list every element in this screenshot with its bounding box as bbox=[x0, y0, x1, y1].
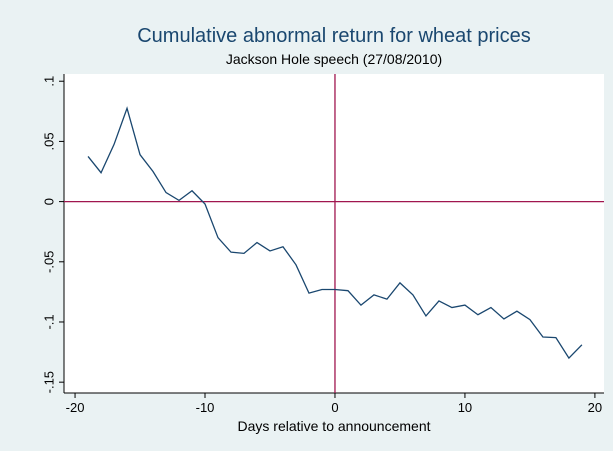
x-tick-label: 0 bbox=[331, 400, 338, 415]
chart-title: Cumulative abnormal return for wheat pri… bbox=[137, 25, 531, 47]
x-axis-label: Days relative to announcement bbox=[238, 418, 431, 434]
y-tick-label: 0 bbox=[41, 198, 56, 205]
y-tick-label: .1 bbox=[41, 76, 56, 87]
x-tick-label: -20 bbox=[66, 400, 85, 415]
y-tick-label: -.1 bbox=[41, 314, 56, 329]
data-line bbox=[87, 106, 583, 360]
x-tick-label: -10 bbox=[196, 400, 215, 415]
y-tick-label: -.15 bbox=[41, 371, 56, 393]
chart-subtitle: Jackson Hole speech (27/08/2010) bbox=[226, 51, 442, 67]
x-tick-label: 20 bbox=[588, 400, 602, 415]
plot-area bbox=[64, 74, 604, 393]
y-tick-label: -.05 bbox=[41, 251, 56, 273]
y-tick-label: .05 bbox=[41, 132, 56, 150]
x-tick-label: 10 bbox=[458, 400, 472, 415]
